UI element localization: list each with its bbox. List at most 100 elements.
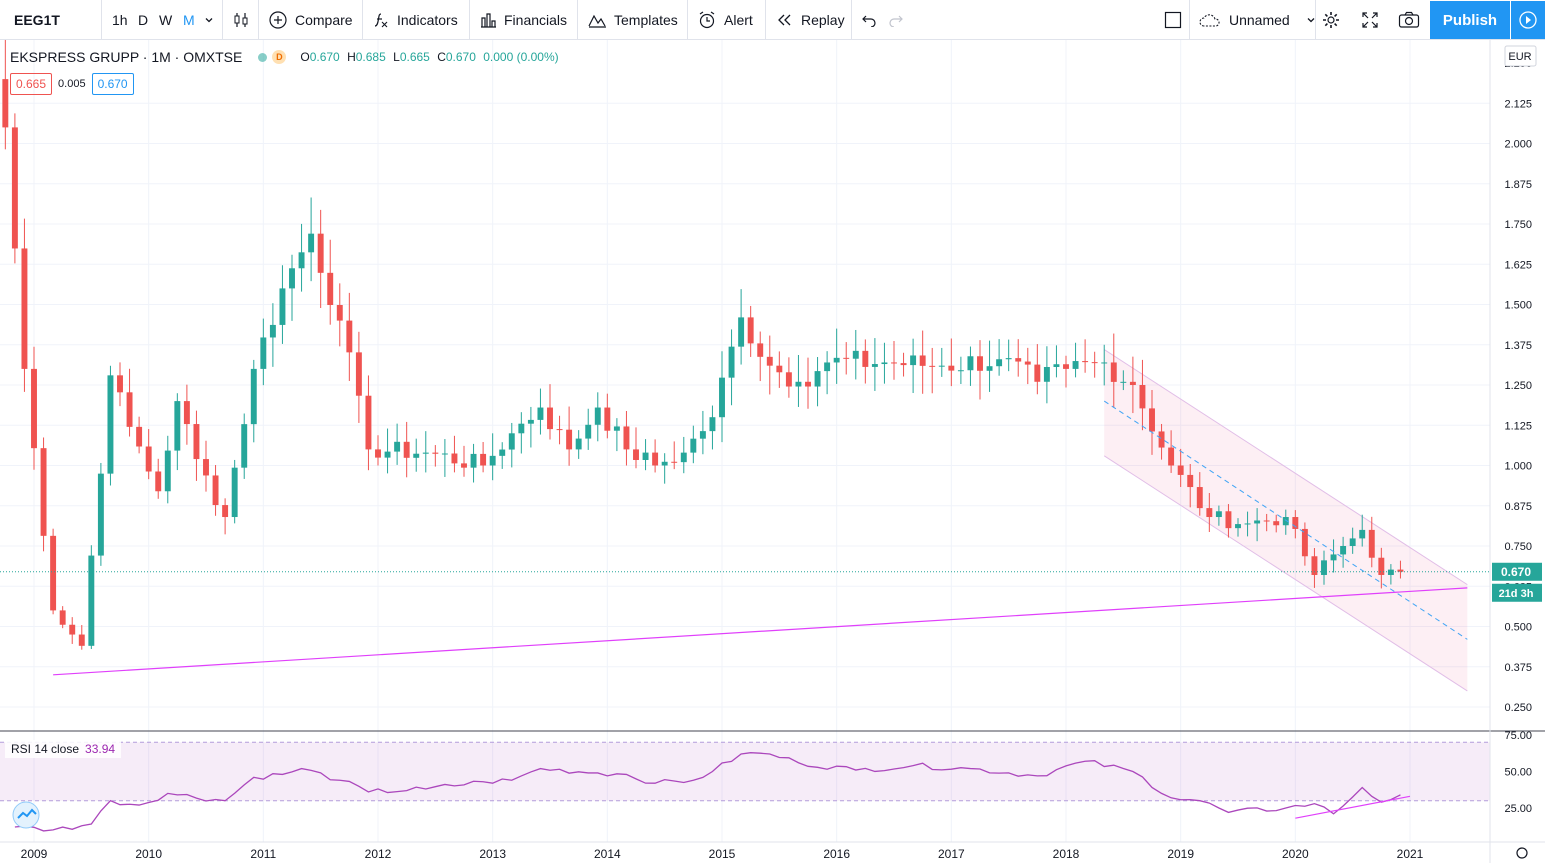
undo-button[interactable] — [861, 0, 877, 40]
interval-dropdown-button[interactable] — [204, 0, 214, 40]
y-tick-label: 0.375 — [1504, 662, 1532, 674]
candle-body — [1244, 523, 1251, 525]
candle-body — [1091, 362, 1098, 364]
candle-body — [403, 441, 410, 458]
candle-body — [413, 453, 420, 458]
candle-body — [269, 324, 276, 338]
candle-body — [212, 475, 219, 506]
candle-body — [1149, 408, 1155, 432]
layout-grid-button[interactable] — [1163, 0, 1183, 40]
candle-body — [671, 461, 678, 463]
last-price-box — [1492, 562, 1542, 581]
grid — [0, 40, 1490, 842]
candle-body — [174, 401, 181, 451]
candle-body — [126, 392, 133, 427]
candle-body — [183, 401, 190, 425]
compare-button[interactable]: Compare — [268, 0, 353, 40]
redo-button[interactable] — [888, 0, 904, 40]
chart-style-button[interactable] — [232, 0, 250, 40]
fullscreen-icon — [1362, 12, 1378, 28]
publish-label: Publish — [1442, 11, 1498, 29]
symbol-search[interactable]: EEG1T — [14, 0, 60, 40]
square-icon — [1164, 11, 1182, 29]
candle-body — [690, 438, 697, 453]
bid-price[interactable]: 0.665 — [10, 73, 53, 95]
candle-body — [948, 365, 955, 371]
rewind-icon — [778, 14, 791, 26]
candle-body — [1301, 528, 1308, 557]
candle-body — [1311, 556, 1318, 575]
interval-d[interactable]: D — [138, 0, 148, 40]
y-tick-label: 1.625 — [1504, 259, 1532, 271]
candle-body — [1196, 487, 1203, 509]
divider — [851, 0, 852, 40]
interval-m[interactable]: M — [183, 0, 195, 40]
play-icon — [1519, 11, 1537, 29]
candle-body — [1254, 520, 1261, 524]
candle-body — [1187, 474, 1194, 488]
divider — [765, 0, 766, 40]
candle-body — [1321, 560, 1327, 575]
play-button[interactable] — [1511, 1, 1545, 39]
divider — [362, 0, 363, 40]
interval-w[interactable]: W — [159, 0, 172, 40]
candle-body — [1206, 508, 1213, 518]
candle-body — [996, 359, 1003, 367]
candle-body — [279, 288, 286, 325]
x-tick-label: 2017 — [938, 847, 965, 861]
candle-body — [642, 452, 649, 460]
candle-body — [680, 452, 687, 463]
candle-body — [843, 357, 850, 359]
replay-button[interactable]: Replay — [776, 0, 845, 40]
candle-body — [766, 356, 773, 366]
rsi-line — [14, 752, 1401, 832]
candle-body — [88, 555, 95, 646]
candle-body — [919, 355, 926, 366]
financials-button[interactable]: Financials — [479, 0, 567, 40]
x-tick-label: 2012 — [365, 847, 392, 861]
y-tick-label: 2.125 — [1504, 98, 1532, 110]
indicators-button[interactable]: Indicators — [372, 0, 458, 40]
candle-body — [527, 419, 534, 424]
candle-body — [441, 453, 448, 455]
divider — [101, 0, 102, 40]
candle-body — [1225, 511, 1232, 529]
axes: 2.125 2.000 1.875 1.750 1.625 1.500 1.375 1.250… — [0, 40, 1545, 863]
candle-body — [1034, 364, 1041, 382]
candle-body — [136, 426, 143, 447]
publish-button[interactable]: Publish — [1430, 1, 1510, 39]
rsi-trendline — [1295, 795, 1411, 819]
candle-body — [336, 305, 343, 321]
y-tick-label: 1.875 — [1504, 179, 1532, 191]
snapshot-button[interactable] — [1398, 0, 1420, 40]
candle-body — [1349, 538, 1356, 546]
templates-button[interactable]: Templates — [587, 0, 678, 40]
alert-button[interactable]: Alert — [697, 0, 753, 40]
candle-body — [661, 461, 668, 466]
rsi-name: RSI 14 close — [11, 742, 80, 756]
candle-body — [461, 463, 467, 468]
interval-label: W — [159, 12, 173, 28]
support-trendline — [53, 587, 1468, 676]
chart-canvas[interactable]: 2.125 2.000 1.875 1.750 1.625 1.500 1.375 1.250… — [0, 40, 1545, 863]
candle-body — [1063, 364, 1069, 369]
candle-body — [222, 505, 229, 518]
trend-drawings[interactable] — [0, 400, 1490, 676]
candle-body — [652, 452, 659, 466]
last-price-label: 0.670 — [1501, 565, 1531, 579]
candle-body — [375, 449, 381, 458]
fullscreen-button[interactable] — [1361, 0, 1379, 40]
interval-1h[interactable]: 1h — [112, 0, 128, 40]
layout-name-dropdown[interactable]: Unnamed — [1198, 0, 1316, 40]
y-tick-label: 0.875 — [1504, 501, 1532, 513]
candle-body — [422, 452, 429, 454]
candle-body — [1397, 569, 1404, 572]
settings-button[interactable] — [1321, 0, 1341, 40]
ask-price[interactable]: 0.670 — [91, 73, 134, 95]
candle-body — [327, 272, 334, 306]
candle-body — [566, 429, 573, 450]
divider — [1315, 0, 1316, 40]
candle-body — [50, 535, 57, 611]
bid-ask-box: 0.665 0.005 0.670 — [10, 73, 134, 95]
x-tick-label: 2013 — [479, 847, 506, 861]
